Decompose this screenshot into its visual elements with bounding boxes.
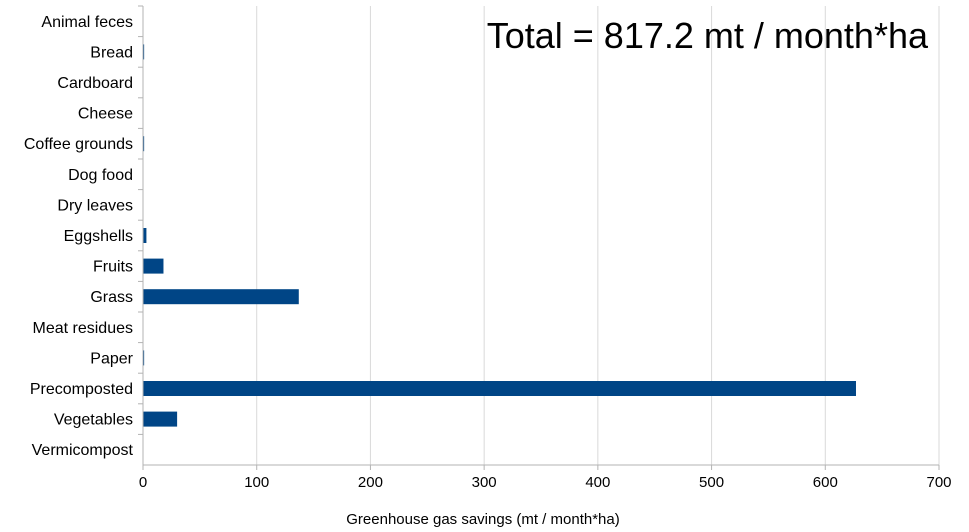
axes: [138, 6, 939, 470]
category-label: Eggshells: [64, 228, 133, 245]
category-label: Fruits: [93, 259, 133, 276]
x-tick-label: 100: [244, 474, 269, 491]
category-label: Dog food: [68, 167, 133, 184]
x-tick-label: 600: [813, 474, 838, 491]
bar: [143, 412, 177, 427]
x-tick-label: 400: [585, 474, 610, 491]
category-label: Coffee grounds: [24, 136, 133, 153]
category-label: Precomposted: [30, 381, 133, 398]
category-label: Paper: [90, 350, 133, 367]
category-label: Meat residues: [33, 320, 134, 337]
x-tick-label: 300: [472, 474, 497, 491]
total-annotation: Total = 817.2 mt / month*ha: [487, 15, 929, 56]
category-label: Cardboard: [57, 75, 133, 92]
category-label: Bread: [90, 44, 133, 61]
x-tick-label: 0: [139, 474, 147, 491]
x-tick-label: 700: [926, 474, 951, 491]
x-tick-label: 200: [358, 474, 383, 491]
bar: [143, 289, 299, 304]
category-label: Vermicompost: [32, 442, 134, 459]
x-tick-labels: 0 100 200 300 400 500 600 700: [139, 474, 952, 491]
category-labels: Animal feces Bread Cardboard Cheese Coffee g…: [24, 14, 134, 459]
category-label: Dry leaves: [57, 197, 133, 214]
bars: [143, 44, 856, 426]
bar: [143, 228, 146, 243]
bar: [143, 259, 163, 274]
bar: [143, 381, 856, 396]
category-label: Cheese: [78, 106, 133, 123]
x-tick-label: 500: [699, 474, 724, 491]
x-axis-title: Greenhouse gas savings (mt / month*ha): [346, 511, 619, 528]
grid-lines: [257, 6, 939, 465]
category-label: Vegetables: [54, 412, 133, 429]
category-label: Grass: [90, 289, 133, 306]
category-label: Animal feces: [41, 14, 133, 31]
